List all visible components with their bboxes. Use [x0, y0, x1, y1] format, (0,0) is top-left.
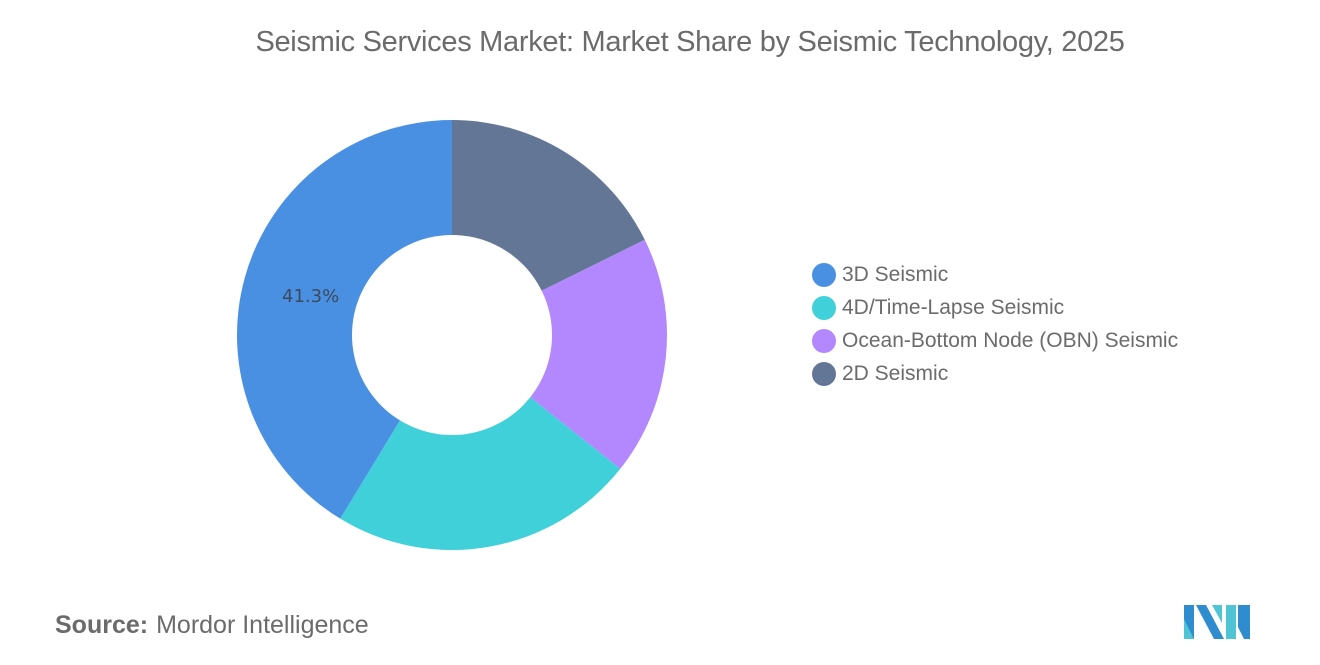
donut-hole — [352, 235, 552, 435]
source-note: Source: Mordor Intelligence — [55, 611, 369, 640]
source-key: Source: — [55, 611, 149, 639]
legend-item-3d-seismic[interactable]: 3D Seismic — [812, 258, 1178, 291]
slice-label-3d-seismic: 41.3% — [282, 286, 339, 307]
legend: 3D Seismic 4D/Time-Lapse Seismic Ocean-B… — [812, 258, 1178, 390]
legend-label: 2D Seismic — [842, 361, 949, 385]
slice-obn-seismic[interactable] — [452, 239, 667, 469]
legend-label: 4D/Time-Lapse Seismic — [842, 295, 1065, 319]
chart-title: Seismic Services Market: Market Share by… — [255, 26, 1125, 58]
legend-marker-2d-seismic — [812, 361, 836, 386]
legend-marker-4d-seismic — [812, 295, 836, 320]
legend-label: Ocean-Bottom Node (OBN) Seismic — [842, 328, 1179, 352]
legend-label: 3D Seismic — [842, 262, 949, 286]
legend-item-obn-seismic[interactable]: Ocean-Bottom Node (OBN) Seismic — [812, 324, 1178, 357]
slice-4d-seismic[interactable] — [340, 335, 621, 551]
mordor-logo-icon — [1184, 605, 1250, 639]
legend-item-4d-seismic[interactable]: 4D/Time-Lapse Seismic — [812, 291, 1178, 324]
legend-item-2d-seismic[interactable]: 2D Seismic — [812, 357, 1178, 390]
donut-slices — [236, 120, 667, 551]
legend-marker-obn-seismic — [812, 328, 836, 353]
legend-marker-3d-seismic — [812, 262, 836, 287]
source-value: Mordor Intelligence — [156, 611, 369, 639]
